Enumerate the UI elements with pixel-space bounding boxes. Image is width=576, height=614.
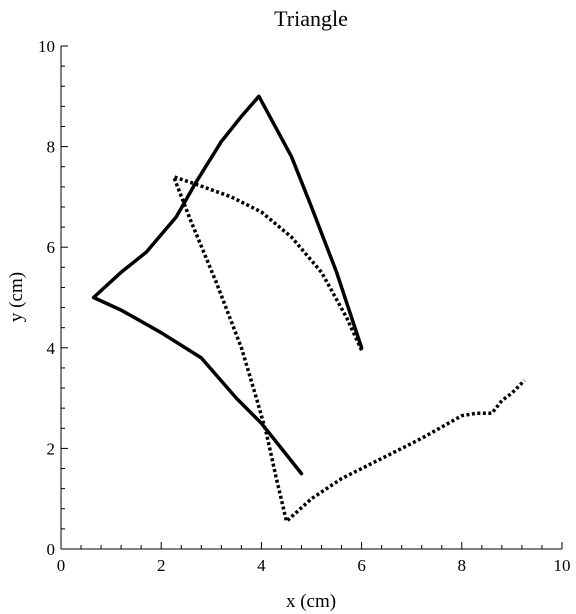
x-axis-label: x (cm) — [286, 591, 336, 612]
x-tick-label: 10 — [554, 556, 571, 575]
x-tick-label: 8 — [458, 556, 467, 575]
chart-title: Triangle — [274, 6, 348, 31]
y-tick-label: 4 — [47, 339, 56, 358]
y-ticks: 0 2 4 6 8 10 — [38, 37, 68, 559]
x-tick-label: 4 — [257, 556, 266, 575]
y-tick-label: 0 — [47, 540, 56, 559]
dotted-series-line — [171, 175, 526, 524]
y-tick-label: 8 — [47, 138, 56, 157]
y-axis-label: y (cm) — [6, 272, 27, 322]
plot-area — [91, 94, 526, 524]
x-tick-label: 2 — [157, 556, 166, 575]
y-tick-label: 10 — [38, 37, 55, 56]
x-tick-label: 0 — [57, 556, 66, 575]
x-tick-label: 6 — [357, 556, 366, 575]
y-tick-label: 2 — [47, 439, 56, 458]
y-tick-label: 6 — [47, 238, 56, 257]
x-ticks: 0 2 4 6 8 10 — [57, 542, 571, 575]
solid-series-line — [91, 94, 364, 476]
